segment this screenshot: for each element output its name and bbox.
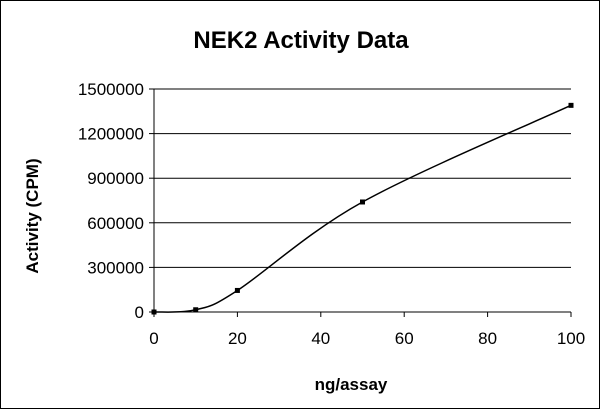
x-tick-label: 0 [149,329,158,348]
tick-layer: 0 300000 600000 900000 1200000 1500000 0 20 40 60… [78,80,585,348]
x-tick-label: 100 [557,329,585,348]
y-tick-label: 0 [135,303,144,322]
y-tick-label: 1500000 [78,80,144,99]
data-point-marker [193,307,199,313]
y-tick-label: 300000 [87,258,144,277]
x-tick-label: 60 [395,329,414,348]
x-tick-label: 20 [228,329,247,348]
series-line [153,104,572,313]
x-axis-label: ng/assay [315,375,388,394]
data-point-marker [151,309,157,315]
chart-title: NEK2 Activity Data [193,27,409,54]
grid-layer [154,88,571,268]
x-tick-label: 40 [311,329,330,348]
y-tick-label: 900000 [87,169,144,188]
x-tick-label: 80 [478,329,497,348]
data-point-marker [568,102,574,108]
data-point-marker [234,287,240,293]
series-layer [151,102,574,315]
y-axis-label: Activity (CPM) [23,158,42,273]
y-tick-label: 600000 [87,214,144,233]
data-point-marker [360,199,365,205]
y-tick-label: 1200000 [78,125,144,144]
